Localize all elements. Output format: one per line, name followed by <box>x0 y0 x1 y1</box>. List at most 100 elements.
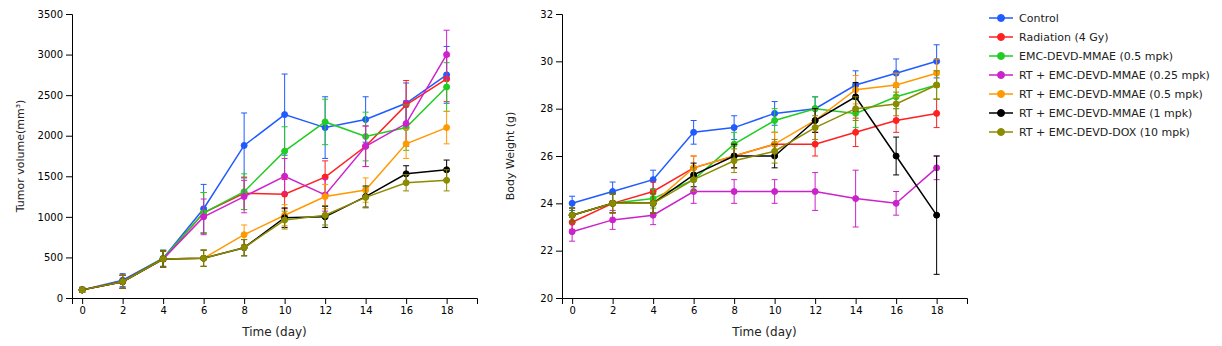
chart-canvas: 0246810121416180500100015002000250030003… <box>0 0 1222 346</box>
point <box>241 245 247 251</box>
marks <box>569 45 940 275</box>
series <box>79 46 450 292</box>
tick-label: 8 <box>241 305 247 316</box>
point <box>160 256 166 262</box>
tick-label: 4 <box>160 305 166 316</box>
tick-mark <box>66 257 72 258</box>
series <box>569 59 940 222</box>
point <box>569 212 575 218</box>
tick: 2000 <box>38 130 72 141</box>
error-bar <box>201 250 207 266</box>
tick-mark <box>556 14 562 15</box>
error-bar <box>650 194 656 213</box>
tick-label: 6 <box>201 305 207 316</box>
point <box>772 118 778 124</box>
tick-label: 10 <box>279 305 292 316</box>
tick-label: 2 <box>610 305 616 316</box>
tick-mark <box>123 298 124 304</box>
x-axis-title: Time (day) <box>241 325 307 339</box>
tick-mark <box>556 251 562 252</box>
error-bar <box>241 180 247 212</box>
tick: 20 <box>540 293 562 304</box>
error-bar <box>610 194 616 213</box>
point <box>79 287 85 293</box>
x-axis: 024681012141618 <box>563 298 968 316</box>
error-bar <box>160 251 166 267</box>
tick: 22 <box>540 245 562 256</box>
error-bar <box>934 99 940 127</box>
tick: 10 <box>769 298 782 316</box>
point <box>322 194 328 200</box>
point <box>201 255 207 261</box>
error-bar <box>160 251 166 267</box>
tick-mark <box>66 217 72 218</box>
point <box>322 119 328 125</box>
error-bar <box>120 275 126 288</box>
point <box>893 153 899 159</box>
tick-label: 20 <box>540 293 553 304</box>
tick: 4 <box>650 298 656 316</box>
tick-mark <box>556 109 562 110</box>
tick: 8 <box>241 298 247 316</box>
point <box>650 200 656 206</box>
tick-label: 3500 <box>38 9 63 20</box>
legend-item: Radiation (4 Gy) <box>989 31 1109 44</box>
legend-label: RT + EMC-DEVD-MMAE (1 mpk) <box>1019 107 1192 120</box>
y-axis: 0500100015002000250030003500 <box>38 9 73 304</box>
tick-label: 3000 <box>38 49 63 60</box>
error-bar <box>569 208 575 222</box>
tick-label: 12 <box>319 305 332 316</box>
series-line <box>82 180 447 290</box>
point <box>893 200 899 206</box>
tick: 8 <box>731 298 737 316</box>
point <box>241 142 247 148</box>
legend-label: RT + EMC-DEVD-DOX (10 mpk) <box>1019 126 1190 139</box>
legend-item: RT + EMC-DEVD-MMAE (0.25 mpk) <box>989 69 1210 82</box>
error-bar <box>322 97 328 159</box>
tick: 6 <box>201 298 207 316</box>
tick-label: 1000 <box>38 212 63 223</box>
tick-mark <box>82 298 83 304</box>
tick: 18 <box>441 298 454 316</box>
series-line <box>82 87 447 290</box>
tick-mark <box>937 298 938 304</box>
error-bar <box>363 126 369 167</box>
tick: 30 <box>540 56 562 67</box>
tick: 28 <box>540 103 562 114</box>
point <box>569 212 575 218</box>
tick: 0 <box>569 298 575 316</box>
point <box>691 177 697 183</box>
tick: 16 <box>890 298 903 316</box>
tick: 3000 <box>38 49 72 60</box>
error-bar <box>241 240 247 256</box>
error-bar <box>893 92 899 116</box>
series-line <box>82 55 447 290</box>
tick: 4 <box>160 298 166 316</box>
tick-mark <box>856 298 857 304</box>
tick: 10 <box>279 298 292 316</box>
tick-mark <box>66 136 72 137</box>
error-bar <box>241 240 247 256</box>
point <box>610 200 616 206</box>
error-bar <box>934 156 940 274</box>
tick: 0 <box>79 298 85 316</box>
error-bar <box>610 194 616 213</box>
error-bar <box>120 275 126 288</box>
plot: 02468101214161820222426283032Time (day)B… <box>504 9 968 339</box>
tick-label: 14 <box>360 305 373 316</box>
tick-mark <box>815 298 816 304</box>
series <box>569 71 940 222</box>
tick: 12 <box>809 298 822 316</box>
error-bar <box>120 275 126 288</box>
series-line <box>82 170 447 290</box>
error-bar <box>363 186 369 207</box>
point <box>322 212 328 218</box>
tick-label: 8 <box>731 305 737 316</box>
legend: ControlRadiation (4 Gy)EMC-DEVD-MMAE (0.… <box>989 12 1210 139</box>
tick-label: 0 <box>569 305 575 316</box>
point <box>160 256 166 262</box>
error-bar <box>322 205 328 224</box>
point <box>853 106 859 112</box>
error-bar <box>812 173 818 211</box>
error-bar <box>569 222 575 241</box>
